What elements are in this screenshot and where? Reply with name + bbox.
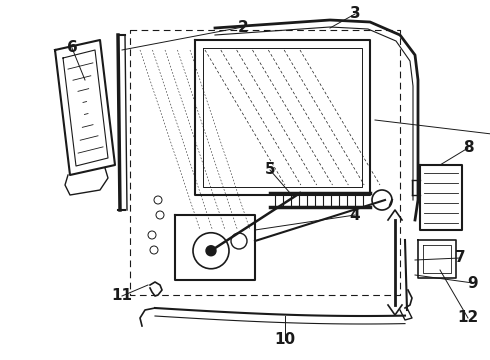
Text: 2: 2 xyxy=(238,19,248,35)
Circle shape xyxy=(206,246,216,256)
Text: 8: 8 xyxy=(463,140,473,156)
Text: 4: 4 xyxy=(350,207,360,222)
Text: 5: 5 xyxy=(265,162,275,177)
Text: 7: 7 xyxy=(455,251,466,266)
Text: 9: 9 xyxy=(467,275,478,291)
Text: 12: 12 xyxy=(457,310,479,325)
Text: 3: 3 xyxy=(350,6,360,22)
Text: 6: 6 xyxy=(67,40,77,55)
Text: 10: 10 xyxy=(274,333,295,347)
Text: 11: 11 xyxy=(112,288,132,303)
